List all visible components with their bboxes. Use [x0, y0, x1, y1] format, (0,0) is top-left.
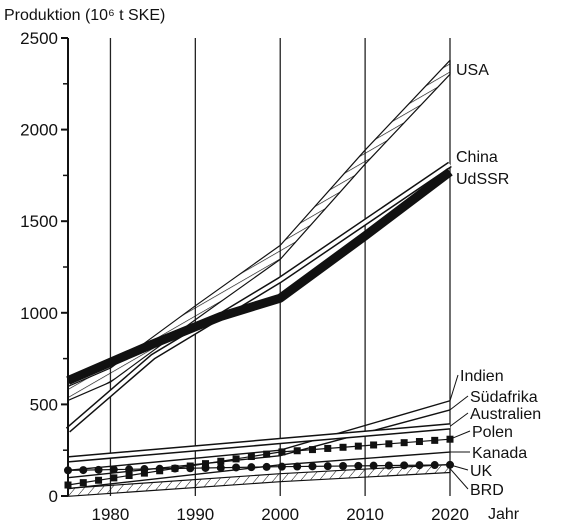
marker-polen — [186, 462, 194, 470]
marker-polen — [385, 440, 393, 448]
marker-uk — [369, 461, 378, 470]
marker-polen — [354, 442, 362, 450]
leader-uk — [449, 464, 469, 471]
marker-polen — [415, 438, 423, 446]
x-tick-label-2020: 2020 — [431, 505, 469, 522]
series-china — [65, 161, 452, 433]
label-indien: Indien — [449, 368, 504, 401]
marker-polen — [79, 479, 87, 487]
y-tick-label-2000: 2000 — [20, 121, 58, 140]
label-text-china: China — [456, 149, 498, 166]
series-usa — [67, 59, 451, 402]
marker-polen — [232, 455, 240, 463]
label-udssr: UdSSR — [456, 171, 509, 188]
marker-uk — [400, 461, 409, 470]
label-suedafrika: Südafrika — [449, 389, 538, 411]
marker-uk — [308, 462, 317, 471]
marker-polen — [110, 474, 118, 482]
marker-uk — [79, 466, 88, 475]
marker-polen — [95, 476, 103, 484]
label-text-suedafrika: Südafrika — [470, 389, 538, 406]
marker-uk — [125, 465, 134, 474]
y-tick-label-1500: 1500 — [20, 212, 58, 231]
marker-polen — [278, 448, 286, 456]
label-china: China — [456, 149, 498, 166]
y-axis-title: Produktion (10⁶ t SKE) — [4, 7, 165, 24]
series-australien — [67, 423, 451, 463]
label-text-udssr: UdSSR — [456, 171, 509, 188]
marker-uk — [339, 462, 348, 471]
x-axis-title: Jahr — [488, 506, 520, 522]
series-labels: USA China UdSSR Indien SüdafrikaAustralienPo… — [449, 62, 541, 499]
marker-uk — [430, 461, 439, 470]
marker-polen — [140, 469, 148, 477]
series-layer — [64, 59, 454, 497]
label-text-indien: Indien — [460, 368, 504, 385]
marker-uk — [415, 461, 424, 470]
leader-brd — [449, 468, 469, 490]
marker-polen — [125, 472, 133, 480]
marker-polen — [263, 450, 271, 458]
marker-uk — [247, 463, 256, 472]
label-australien: Australien — [449, 406, 541, 427]
marker-polen — [293, 447, 301, 455]
y-ticks: 0 500 1000 1500 2000 2500 — [20, 29, 68, 506]
x-ticks: 1980 1990 2000 2010 2020 — [92, 505, 469, 522]
label-polen: Polen — [449, 424, 513, 441]
marker-uk — [384, 461, 393, 470]
marker-uk — [262, 462, 271, 471]
marker-uk — [216, 463, 225, 472]
marker-polen — [339, 443, 347, 451]
marker-uk — [277, 462, 286, 471]
marker-polen — [431, 436, 439, 444]
x-tick-label-1980: 1980 — [92, 505, 130, 522]
marker-polen — [202, 460, 210, 468]
marker-uk — [323, 462, 332, 471]
marker-polen — [308, 446, 316, 454]
marker-polen — [370, 441, 378, 449]
leader-australien — [449, 412, 469, 427]
marker-uk — [293, 462, 302, 471]
label-uk: UK — [449, 463, 493, 480]
marker-polen — [247, 453, 255, 461]
label-text-uk: UK — [470, 463, 493, 480]
label-text-kanada: Kanada — [472, 445, 527, 462]
marker-polen — [156, 467, 164, 475]
y-tick-label-1000: 1000 — [20, 304, 58, 323]
label-text-usa: USA — [456, 62, 489, 79]
label-text-australien: Australien — [470, 406, 541, 423]
marker-polen — [324, 444, 332, 452]
y-tick-label-500: 500 — [30, 395, 58, 414]
marker-uk — [109, 465, 118, 474]
x-tick-label-1990: 1990 — [176, 505, 214, 522]
leader-indien — [449, 374, 459, 401]
marker-polen — [217, 457, 225, 465]
marker-uk — [94, 465, 103, 474]
leader-polen — [449, 430, 471, 440]
series-indien — [67, 400, 451, 472]
series-udssr — [66, 168, 453, 385]
label-kanada: Kanada — [449, 445, 527, 462]
marker-uk — [354, 461, 363, 470]
series-suedafrika — [67, 409, 451, 479]
marker-polen — [400, 439, 408, 447]
grid-lines — [109, 38, 451, 496]
x-tick-label-2010: 2010 — [346, 505, 384, 522]
marker-polen — [171, 464, 179, 472]
label-text-polen: Polen — [472, 424, 513, 441]
label-brd: BRD — [449, 468, 504, 499]
x-tick-label-2000: 2000 — [261, 505, 299, 522]
y-tick-label-0: 0 — [49, 487, 58, 506]
series-polen — [64, 435, 454, 489]
label-text-brd: BRD — [470, 482, 504, 499]
leader-suedafrika — [449, 395, 469, 411]
label-usa: USA — [456, 62, 489, 79]
marker-uk — [232, 463, 241, 472]
y-tick-label-2500: 2500 — [20, 29, 58, 48]
